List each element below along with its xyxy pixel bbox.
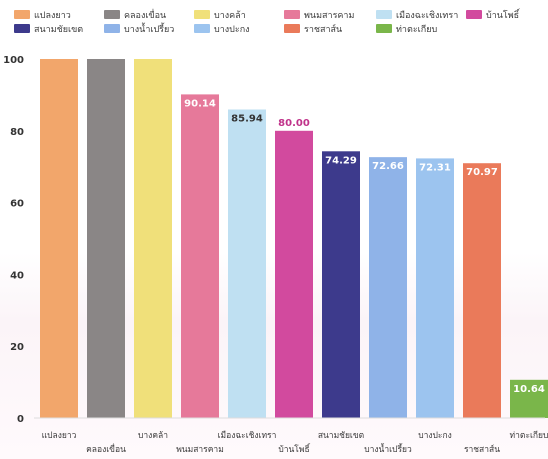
bar-value-label: 85.94 (231, 113, 263, 124)
legend-swatch (376, 24, 392, 33)
bar (181, 94, 219, 418)
bar (322, 151, 360, 419)
y-tick-label: 0 (17, 414, 24, 425)
legend-label: บางน้ำเปรี้ยว (124, 22, 174, 35)
bar-value-label: 70.97 (466, 167, 498, 178)
bar (134, 59, 172, 418)
legend-label: บ้านโพธิ์ (486, 8, 521, 21)
legend-label: ท่าตะเกียบ (396, 24, 437, 35)
bar (87, 59, 125, 418)
bar (463, 163, 501, 418)
bar-value-label: 72.66 (372, 161, 404, 172)
x-category-label: บางปะกง (418, 431, 452, 441)
bar-value-label: 10.64 (513, 384, 545, 395)
y-tick-label: 80 (10, 127, 24, 138)
x-category-label: แปลงยาว (42, 431, 77, 441)
legend-label: พนมสารคาม (304, 11, 354, 21)
legend-swatch (376, 10, 392, 19)
bar-value-label: 74.29 (325, 155, 357, 166)
legend-label: บางปะกง (214, 25, 250, 35)
legend-swatch (14, 10, 30, 19)
legend-label: สนามชัยเขต (34, 25, 83, 35)
bar-value-label: 90.14 (184, 98, 216, 109)
x-category-label: บางคล้า (138, 430, 168, 441)
legend: แปลงยาว คลองเขื่อน บางคล้า พนมสารคาม เมืองฉะ… (14, 8, 521, 35)
x-category-label: สนามชัยเขต (318, 431, 364, 441)
x-category-label: คลองเขื่อน (86, 443, 126, 455)
legend-label: แปลงยาว (34, 11, 71, 21)
bar (228, 109, 266, 418)
y-tick-label: 100 (3, 55, 24, 66)
x-category-label: บ้านโพธิ์ (278, 443, 311, 455)
y-tick-label: 40 (10, 270, 24, 281)
legend-swatch (466, 10, 482, 19)
bar (416, 158, 454, 418)
legend-label: เมืองฉะเชิงเทรา (396, 10, 458, 21)
legend-swatch (194, 24, 210, 33)
legend-label: คลองเขื่อน (124, 8, 166, 21)
x-category-label: บางน้ำเปรี้ยว (364, 443, 412, 455)
legend-swatch (194, 10, 210, 19)
bar-value-label: 80.00 (278, 118, 310, 129)
bar (275, 130, 313, 419)
x-category-label: พนมสารคาม (176, 445, 224, 455)
bar (40, 59, 78, 418)
y-axis: 0 20 40 60 80 100 (3, 55, 24, 425)
legend-swatch (284, 24, 300, 33)
bar (510, 379, 548, 418)
y-tick-label: 60 (10, 199, 24, 210)
x-category-label: ท่าตะเกียบ (510, 430, 548, 441)
x-category-label: เมืองฉะเชิงเทรา (218, 430, 277, 441)
legend-swatch (104, 10, 120, 19)
legend-label: ราชสาส์น (304, 23, 342, 35)
bar (369, 157, 407, 418)
legend-swatch (104, 24, 120, 33)
legend-label: บางคล้า (214, 10, 246, 21)
y-tick-label: 20 (10, 342, 24, 353)
legend-swatch (14, 24, 30, 33)
bars: 90.14 85.94 80.00 74.29 72.66 72.31 70.97 10.64 (40, 59, 548, 419)
bar-value-label: 72.31 (419, 162, 451, 173)
legend-swatch (284, 10, 300, 19)
x-category-label: ราชสาส์น (464, 444, 500, 455)
